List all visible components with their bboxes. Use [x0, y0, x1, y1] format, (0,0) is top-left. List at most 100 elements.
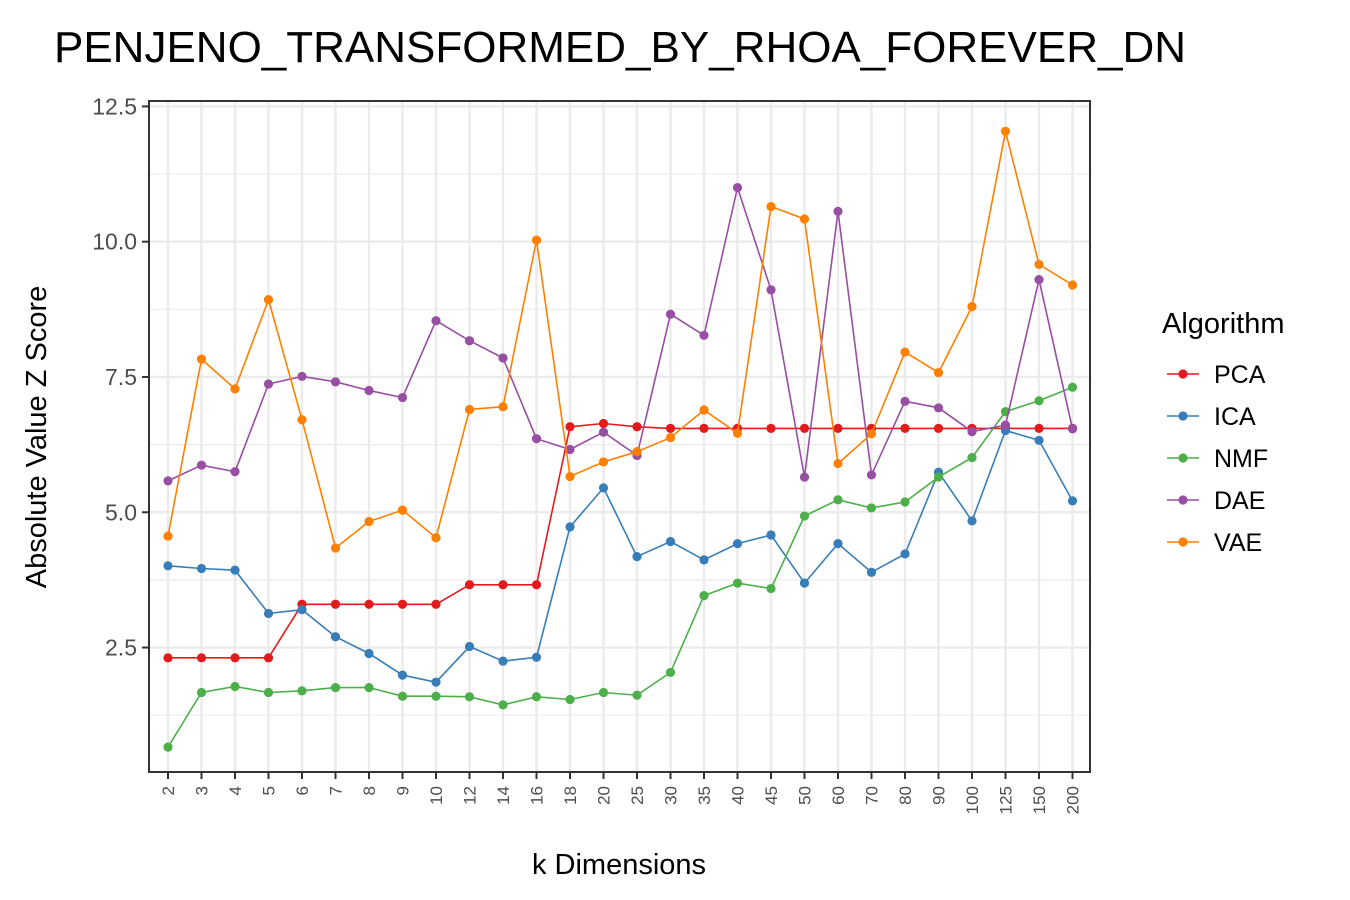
x-tick-label: 10	[427, 786, 446, 805]
data-point	[263, 687, 274, 698]
data-point	[732, 182, 743, 193]
data-point	[431, 691, 441, 701]
data-point	[498, 402, 508, 412]
data-point	[196, 687, 207, 698]
data-point	[163, 742, 173, 752]
data-point	[766, 201, 776, 212]
data-point	[967, 516, 977, 526]
x-tick-label: 30	[662, 786, 681, 805]
data-point	[766, 530, 776, 540]
data-point	[196, 653, 207, 663]
data-point	[1067, 382, 1078, 392]
data-point	[799, 511, 810, 521]
chart-title: PENJENO_TRANSFORMED_BY_RHOA_FOREVER_DN	[54, 23, 1186, 72]
data-point	[900, 396, 910, 406]
data-point	[464, 641, 475, 652]
series-line	[167, 131, 1073, 550]
series-nmf	[163, 382, 1078, 752]
x-tick-label: 7	[327, 786, 346, 795]
data-point	[263, 294, 274, 305]
data-point	[431, 533, 441, 543]
data-point	[397, 691, 408, 701]
data-point	[498, 580, 508, 590]
data-point	[330, 543, 341, 553]
data-point	[531, 692, 542, 702]
data-point	[699, 330, 709, 340]
data-point	[598, 687, 609, 698]
data-point	[967, 427, 977, 437]
legend-key-point	[1178, 495, 1188, 505]
x-tick-label: 70	[863, 786, 882, 805]
data-point	[833, 495, 843, 505]
legend-item-nmf: NMF	[1167, 445, 1268, 473]
y-tick-label: 10.0	[92, 229, 137, 255]
data-point	[297, 605, 307, 615]
data-point	[866, 503, 877, 513]
x-tick-label: 35	[695, 786, 714, 805]
legend-key-point	[1178, 453, 1188, 463]
legend-label: NMF	[1214, 445, 1268, 473]
legend-item-pca: PCA	[1167, 361, 1266, 389]
data-point	[330, 377, 341, 387]
data-point	[163, 531, 173, 541]
data-point	[1034, 274, 1044, 285]
data-point	[431, 677, 441, 687]
data-point	[330, 632, 341, 642]
series-vae	[163, 126, 1078, 553]
series-pca	[163, 418, 1078, 663]
data-point	[967, 453, 977, 463]
data-point	[732, 428, 743, 438]
x-tick-label: 60	[829, 786, 848, 805]
data-point	[364, 682, 374, 693]
data-point	[632, 422, 642, 432]
data-point	[900, 549, 910, 559]
data-point	[163, 476, 173, 486]
series-line	[167, 386, 1073, 748]
data-point	[196, 563, 207, 574]
legend-key-point	[1178, 369, 1188, 379]
data-point	[900, 497, 910, 507]
data-point	[397, 505, 408, 515]
data-point	[699, 590, 709, 601]
data-point	[230, 565, 240, 575]
data-point	[1034, 259, 1044, 270]
data-point	[699, 423, 709, 433]
data-point	[900, 423, 910, 433]
data-point	[565, 471, 575, 482]
plot-panel-border	[148, 100, 1091, 773]
x-tick-label: 40	[729, 786, 748, 805]
data-point	[799, 214, 810, 224]
data-point	[297, 415, 307, 425]
data-point	[531, 235, 542, 245]
data-point	[230, 384, 240, 394]
data-point	[799, 423, 810, 433]
data-point	[799, 578, 810, 588]
data-point	[1000, 126, 1011, 136]
data-point	[665, 536, 676, 547]
data-point	[163, 653, 173, 663]
legend-key-point	[1178, 537, 1188, 547]
data-point	[598, 427, 609, 437]
data-point	[230, 681, 240, 692]
data-point	[364, 648, 374, 659]
data-point	[900, 347, 910, 357]
series-line	[167, 429, 1074, 684]
series-line	[168, 422, 1073, 659]
legend-label: VAE	[1214, 529, 1262, 557]
data-point	[1034, 396, 1044, 406]
legend-item-vae: VAE	[1167, 529, 1262, 557]
data-point	[933, 368, 944, 378]
data-point	[431, 316, 441, 326]
data-point	[598, 457, 609, 467]
data-point	[933, 472, 944, 482]
data-point	[833, 206, 843, 216]
data-point	[330, 682, 341, 693]
series-ica	[163, 425, 1078, 687]
data-point	[1034, 435, 1044, 445]
data-point	[397, 392, 408, 403]
series-line	[167, 184, 1074, 482]
data-point	[464, 404, 475, 415]
data-point	[196, 460, 207, 470]
data-point	[866, 429, 877, 439]
data-point	[833, 539, 843, 549]
